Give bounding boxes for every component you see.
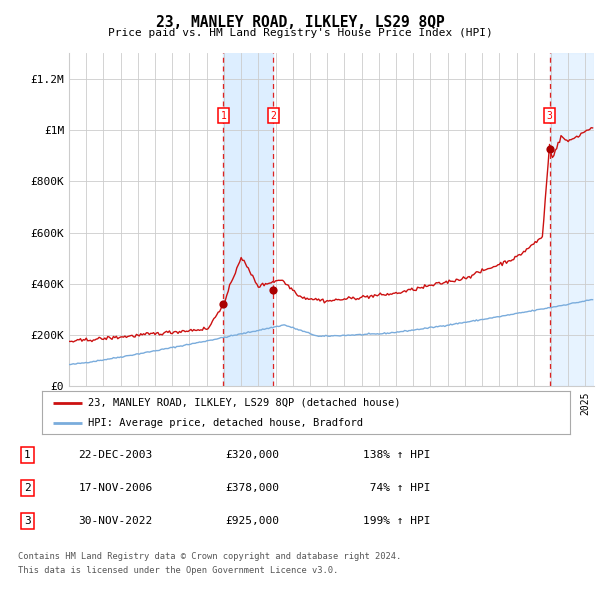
Text: This data is licensed under the Open Government Licence v3.0.: This data is licensed under the Open Gov… — [18, 566, 338, 575]
Text: 17-NOV-2006: 17-NOV-2006 — [78, 483, 152, 493]
Point — [218, 300, 228, 309]
Bar — [550, 53, 594, 386]
Text: 2: 2 — [271, 111, 277, 121]
Text: 22-DEC-2003: 22-DEC-2003 — [78, 450, 152, 460]
Text: 23, MANLEY ROAD, ILKLEY, LS29 8QP (detached house): 23, MANLEY ROAD, ILKLEY, LS29 8QP (detac… — [88, 398, 401, 408]
Text: 1: 1 — [24, 450, 31, 460]
Text: £320,000: £320,000 — [225, 450, 279, 460]
Text: 23, MANLEY ROAD, ILKLEY, LS29 8QP: 23, MANLEY ROAD, ILKLEY, LS29 8QP — [155, 15, 445, 30]
Text: £378,000: £378,000 — [225, 483, 279, 493]
Text: Contains HM Land Registry data © Crown copyright and database right 2024.: Contains HM Land Registry data © Crown c… — [18, 552, 401, 561]
Text: 199% ↑ HPI: 199% ↑ HPI — [364, 516, 431, 526]
Text: 74% ↑ HPI: 74% ↑ HPI — [364, 483, 431, 493]
Text: 1: 1 — [220, 111, 226, 121]
Text: 3: 3 — [547, 111, 553, 121]
Point — [269, 285, 278, 294]
Text: 138% ↑ HPI: 138% ↑ HPI — [364, 450, 431, 460]
Text: 3: 3 — [24, 516, 31, 526]
Text: 30-NOV-2022: 30-NOV-2022 — [78, 516, 152, 526]
Bar — [223, 53, 274, 386]
Text: £925,000: £925,000 — [225, 516, 279, 526]
Text: Price paid vs. HM Land Registry's House Price Index (HPI): Price paid vs. HM Land Registry's House … — [107, 28, 493, 38]
Text: HPI: Average price, detached house, Bradford: HPI: Average price, detached house, Brad… — [88, 418, 364, 428]
Text: 2: 2 — [24, 483, 31, 493]
Point — [545, 145, 554, 154]
